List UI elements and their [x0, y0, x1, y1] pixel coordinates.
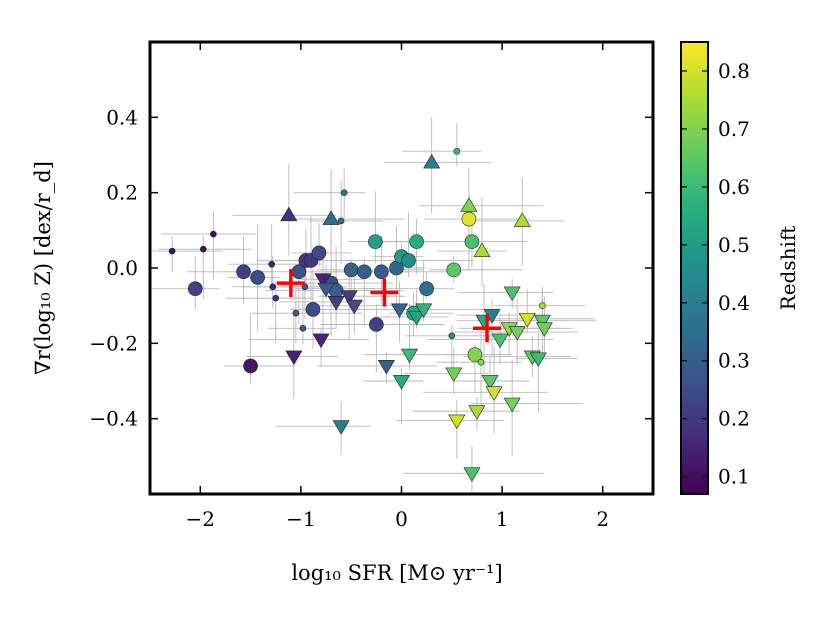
y-tick-label: −0.2 [89, 331, 138, 355]
data-point-circle [210, 230, 217, 238]
data-point-triangle-down [503, 397, 521, 413]
y-tick-label: 0.2 [106, 181, 138, 205]
x-tick-label: 1 [496, 507, 509, 531]
data-point-circle [453, 147, 461, 155]
data-point-circle [539, 302, 546, 309]
data-point-circle [401, 253, 416, 268]
data-point-circle [292, 309, 300, 317]
colorbar-tick-label: 0.5 [718, 233, 750, 257]
data-point-triangle-down [533, 314, 551, 330]
data-point-triangle-down [408, 311, 426, 326]
data-point-circle [369, 317, 384, 332]
y-tick-label: 0.4 [106, 105, 138, 129]
data-point-triangle-down [481, 375, 499, 390]
data-point-triangle-up [423, 153, 441, 169]
data-point-circle [409, 234, 424, 249]
data-point-triangle-down [327, 295, 345, 311]
data-point-triangle-down [377, 360, 395, 375]
data-point-triangle-down [463, 467, 481, 482]
data-point-circle [340, 189, 348, 196]
data-point-triangle-down [415, 303, 433, 319]
data-point-triangle-up [460, 197, 478, 212]
x-tick-label: −2 [186, 507, 215, 531]
data-point-circle [236, 264, 251, 280]
data-point-circle [272, 294, 280, 302]
y-tick-label: −0.4 [89, 407, 138, 431]
x-axis: −2 −1 0 1 2 [186, 42, 609, 531]
data-point-circle [374, 264, 389, 280]
binned-medians [276, 269, 502, 343]
data-point-circle [467, 347, 483, 362]
colorbar-tick-label: 0.8 [718, 59, 750, 83]
median-marker [473, 314, 502, 343]
colorbar-tick-label: 0.4 [718, 291, 750, 315]
data-point-circle [301, 283, 309, 291]
y-tick-label: 0.0 [106, 256, 138, 280]
data-point-triangle-up [513, 212, 531, 227]
data-point-circle [269, 283, 277, 291]
data-point-circle [243, 358, 258, 374]
colorbar-ticks: 0.1 0.2 0.3 0.4 0.5 0.6 0.7 0.8 [681, 59, 750, 489]
data-point-triangle-down [285, 350, 303, 366]
median-marker [276, 269, 305, 298]
colorbar-label: Redshift [776, 226, 800, 311]
data-point-triangle-down [390, 303, 409, 319]
data-point-triangle-down [312, 333, 330, 349]
colorbar-tick-label: 0.1 [718, 465, 750, 489]
data-point-circle [446, 262, 462, 278]
data-point-circle [168, 247, 176, 255]
x-tick-label: 2 [596, 507, 609, 531]
data-point-circle [368, 234, 383, 249]
data-point-triangle-down [314, 273, 332, 288]
data-point-triangle-down [448, 414, 466, 430]
data-point-triangle-down [340, 290, 358, 305]
data-point-triangle-down [491, 333, 509, 349]
x-tick-label: 0 [395, 507, 408, 531]
data-point-triangle-down [468, 405, 486, 420]
data-point-circle [268, 260, 276, 268]
data-point-triangle-down [317, 282, 335, 298]
data-point-triangle-down [535, 322, 553, 337]
data-point-circle [464, 234, 480, 249]
data-markers [168, 147, 553, 482]
data-point-circle [250, 270, 265, 285]
data-point-circle [187, 281, 203, 297]
data-point-circle [311, 245, 327, 261]
data-point-circle [305, 302, 321, 317]
data-point-circle [477, 358, 485, 366]
data-point-circle [343, 262, 359, 278]
data-point-triangle-up [280, 206, 298, 222]
data-point-circle [337, 217, 345, 225]
data-point-triangle-down [529, 352, 547, 367]
data-point-triangle-down [445, 367, 463, 383]
data-point-triangle-down [392, 375, 411, 390]
data-point-triangle-down [518, 312, 536, 328]
data-point-circle [448, 332, 456, 340]
data-point-triangle-up [322, 210, 340, 225]
y-axis-label: ∇r(log₁₀ Z) [dex/r_d] [31, 161, 55, 375]
data-point-triangle-down [508, 326, 526, 341]
colorbar-tick-label: 0.2 [718, 407, 750, 431]
colorbar [680, 41, 709, 495]
data-point-circle [200, 245, 207, 253]
data-point-circle [419, 281, 434, 297]
colorbar-tick-label: 0.7 [718, 117, 750, 141]
median-marker [370, 278, 399, 307]
data-point-circle [356, 264, 372, 280]
data-point-triangle-up [473, 242, 491, 257]
data-point-circle [461, 211, 477, 227]
data-point-triangle-down [485, 386, 503, 401]
data-point-triangle-down [345, 299, 363, 315]
x-axis-label: log₁₀ SFR [M⊙ yr⁻¹] [291, 561, 502, 585]
data-point-triangle-down [503, 286, 521, 302]
x-tick-label: −1 [286, 507, 315, 531]
data-point-triangle-down [332, 420, 350, 435]
data-point-triangle-down [401, 348, 419, 364]
colorbar-tick-label: 0.3 [718, 349, 750, 373]
colorbar-tick-label: 0.6 [718, 175, 750, 199]
data-point-circle [299, 324, 307, 332]
y-axis: −0.4 −0.2 0.0 0.2 0.4 [89, 105, 653, 431]
